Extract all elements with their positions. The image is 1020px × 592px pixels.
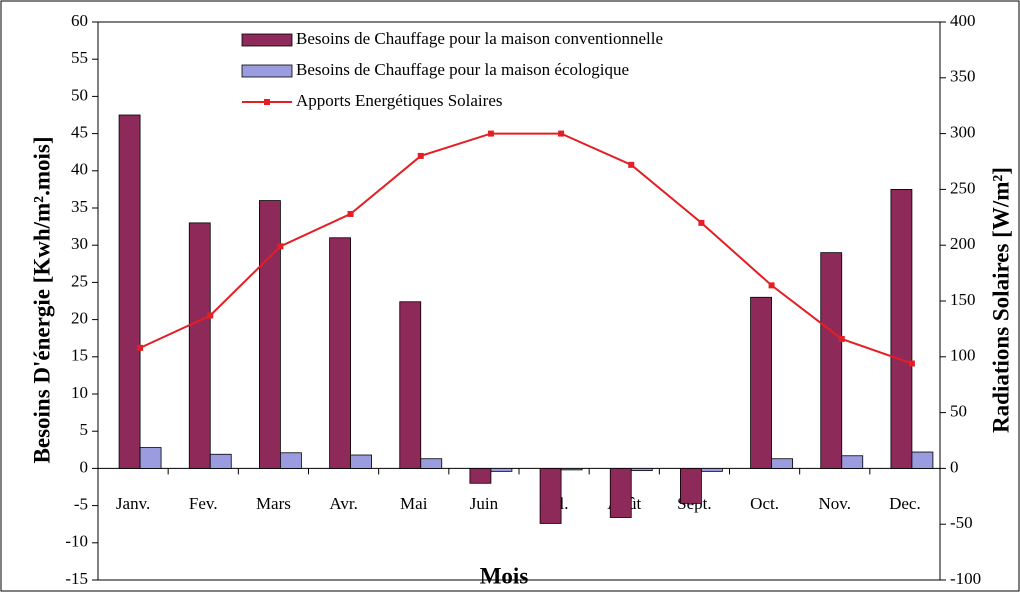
bar	[420, 458, 443, 469]
y-tick-label: -15	[65, 569, 88, 588]
x-tick-label: Dec.	[889, 494, 921, 513]
y2-tick-label: 250	[950, 178, 976, 197]
marker	[768, 282, 775, 289]
y-tick-label: 30	[71, 234, 88, 253]
bar	[680, 467, 702, 504]
y2-tick-label: 300	[950, 123, 976, 142]
y-tick-label: 40	[71, 160, 88, 179]
y-tick-label: 5	[80, 420, 89, 439]
x-tick-label: Oct.	[750, 494, 779, 513]
marker	[207, 312, 214, 319]
marker	[558, 130, 565, 137]
y2-tick-label: 100	[950, 346, 976, 365]
marker	[908, 360, 915, 367]
x-tick-label: Mars	[256, 494, 291, 513]
bar	[539, 467, 562, 524]
y-tick-label: 45	[71, 123, 88, 142]
y2-tick-label: 350	[950, 67, 976, 86]
y2-tick-label: -50	[950, 513, 973, 532]
bar	[399, 301, 422, 469]
line	[139, 132, 913, 365]
y2-tick-label: 0	[950, 457, 959, 476]
bar	[560, 467, 583, 471]
y2-tick-label: 150	[950, 290, 976, 309]
bar	[890, 188, 913, 469]
x-tick-label: Fev.	[189, 494, 218, 513]
bar	[350, 454, 372, 469]
x-tick-label: Mai	[400, 494, 428, 513]
bar	[771, 458, 793, 469]
bar	[280, 452, 302, 469]
bar	[469, 467, 492, 484]
marker	[487, 130, 494, 137]
y2-axis-label: Radiations Solaires [W/m²]	[988, 167, 1013, 433]
y-tick-label: 0	[80, 457, 89, 476]
bar	[701, 467, 723, 472]
bar	[911, 451, 934, 469]
bar	[139, 447, 162, 469]
bar	[329, 237, 351, 469]
x-axis-label: Mois	[480, 563, 529, 588]
y-tick-label: 55	[71, 48, 88, 67]
y-tick-label: 15	[71, 346, 88, 365]
marker	[628, 161, 635, 168]
marker	[277, 243, 284, 250]
y-axis-label: Besoins D'énergie [Kwh/m².mois]	[29, 137, 54, 464]
y-tick-label: -5	[74, 495, 88, 514]
legend-label: Apports Energétiques Solaires	[296, 91, 502, 110]
bar	[609, 467, 632, 518]
y-tick-label: 50	[71, 85, 88, 104]
bar	[630, 467, 653, 472]
y-tick-label: 25	[71, 271, 88, 290]
bar	[820, 252, 843, 469]
bar	[259, 200, 281, 469]
x-tick-label: Avr.	[329, 494, 358, 513]
bar	[750, 296, 772, 469]
y2-tick-label: 50	[950, 402, 967, 421]
legend-label: Besoins de Chauffage pour la maison écol…	[296, 60, 629, 79]
bar	[490, 467, 513, 472]
y2-tick-label: 400	[950, 11, 976, 30]
x-tick-label: Janv.	[116, 494, 150, 513]
y-tick-label: 35	[71, 197, 88, 216]
y2-tick-label: -100	[950, 569, 981, 588]
y2-tick-label: 200	[950, 234, 976, 253]
y-tick-label: -10	[65, 532, 88, 551]
bar	[188, 222, 211, 469]
bar	[209, 453, 232, 469]
x-tick-label: Juin	[470, 494, 499, 513]
legend-marker	[264, 99, 270, 105]
marker	[698, 219, 705, 226]
x-tick-label: Nov.	[819, 494, 851, 513]
bar	[118, 114, 141, 469]
legend-label: Besoins de Chauffage pour la maison conv…	[296, 29, 663, 48]
marker	[838, 335, 845, 342]
marker	[137, 344, 144, 351]
legend-swatch	[241, 33, 293, 47]
y-tick-label: 60	[71, 11, 88, 30]
y-tick-label: 20	[71, 309, 88, 328]
marker	[417, 152, 424, 159]
marker	[347, 210, 354, 217]
bar	[841, 455, 864, 469]
y-tick-label: 10	[71, 383, 88, 402]
legend-swatch	[241, 64, 293, 78]
